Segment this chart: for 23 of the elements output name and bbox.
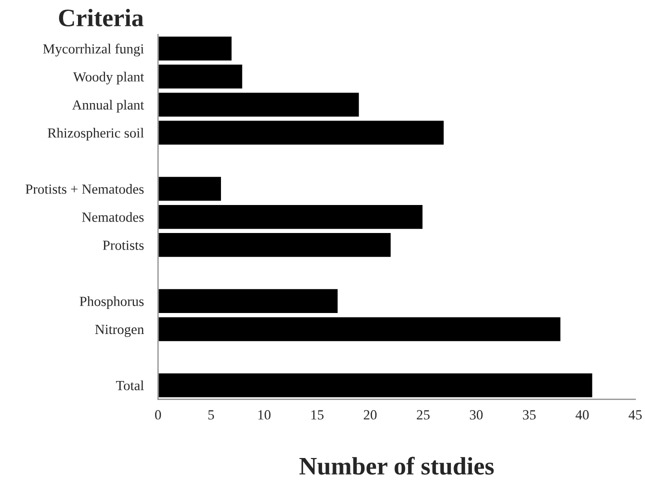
y-tick-label: Rhizospheric soil [48, 128, 144, 141]
x-tick-label: 5 [208, 410, 214, 420]
x-tick-label: 10 [258, 410, 271, 420]
y-tick-label: Total [116, 380, 144, 390]
x-tick-label: 35 [522, 410, 536, 420]
x-tick-label: 40 [576, 410, 589, 420]
x-tick-label: 25 [416, 410, 430, 420]
x-tick-label: 15 [311, 410, 324, 420]
x-tick-label: 0 [155, 410, 161, 420]
x-axis-title: Number of studies [299, 456, 494, 475]
y-tick-label: Woody plant [73, 72, 144, 84]
x-tick-label: 45 [628, 410, 642, 420]
y-tick-label: Nematodes [82, 212, 144, 222]
x-tick-label: 30 [470, 410, 483, 420]
y-tick-label: Mycorrhizal fungi [43, 44, 144, 56]
chart-title: Criteria [59, 8, 144, 26]
y-tick-label: Annual plant [72, 100, 144, 112]
y-tick-label: Protists [102, 240, 144, 250]
y-tick-label: Nitrogen [95, 324, 144, 337]
bar [158, 372, 594, 399]
y-tick-label: Protists + Nematodes [26, 184, 144, 194]
y-tick-label: Phosphorus [80, 296, 144, 309]
x-tick-label: 20 [364, 410, 377, 420]
